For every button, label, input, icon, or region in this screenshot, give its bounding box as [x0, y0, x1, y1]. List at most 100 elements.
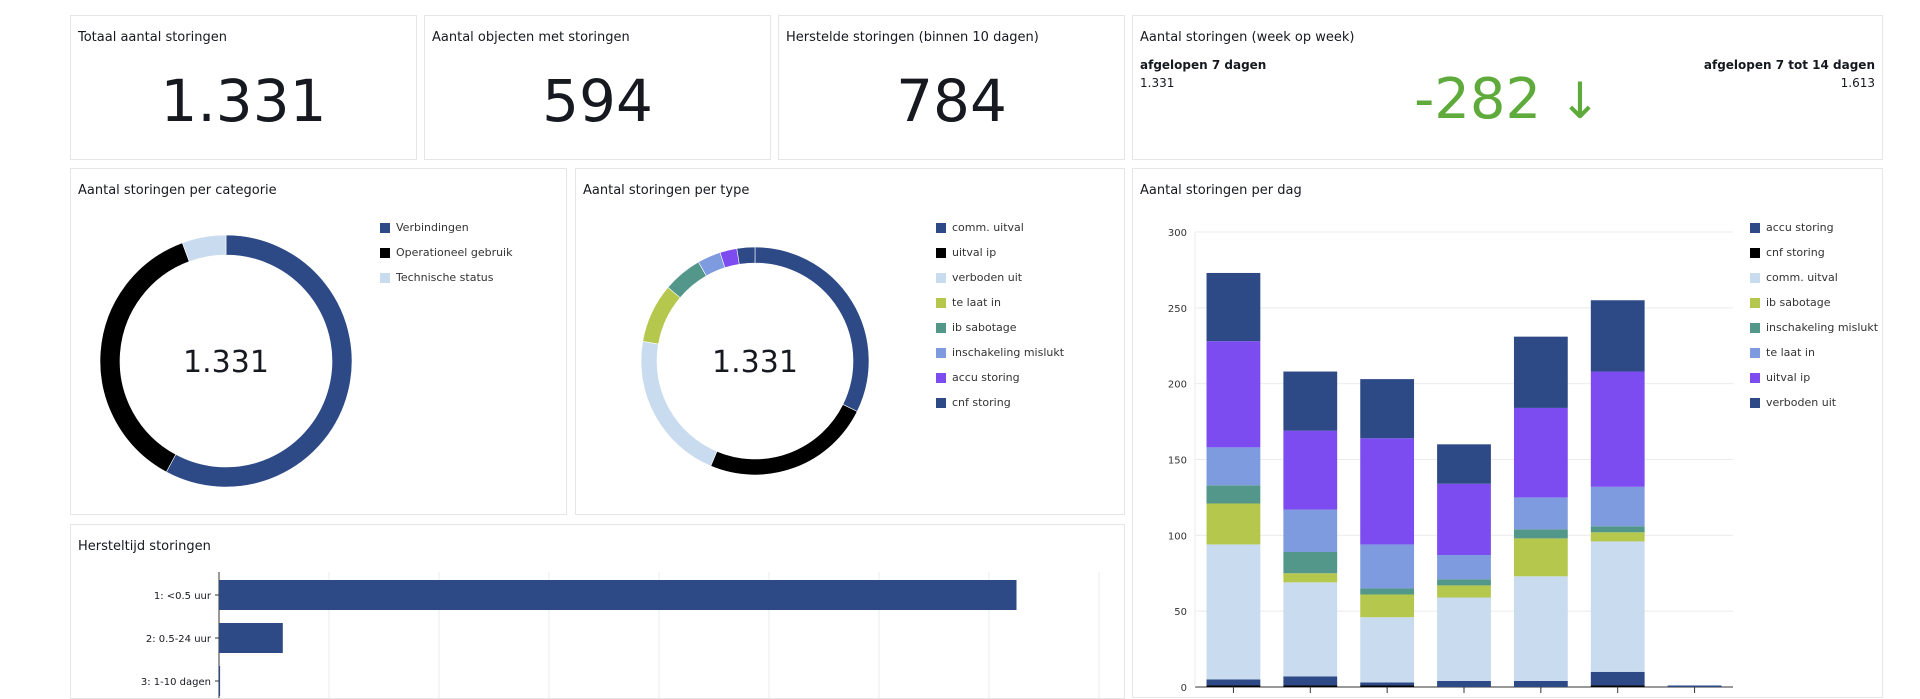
bar-segment[interactable] [1283, 573, 1338, 583]
legend-label: Verbindingen [396, 221, 469, 234]
legend-item[interactable]: cnf storing [1750, 240, 1878, 265]
bar-segment[interactable] [1590, 671, 1645, 686]
donut-slice[interactable] [667, 261, 707, 299]
bar-segment[interactable] [1206, 341, 1261, 448]
bar-segment[interactable] [1513, 336, 1568, 408]
chart-title: Aantal storingen per dag [1140, 183, 1302, 198]
bar-segment[interactable] [1513, 529, 1568, 539]
legend-item[interactable]: te laat in [1750, 340, 1878, 365]
y-tick-label: 50 [1174, 607, 1187, 618]
bar-segment[interactable] [1437, 680, 1491, 687]
legend-item[interactable]: ib sabotage [936, 315, 1064, 340]
bar-segment[interactable] [1590, 532, 1645, 542]
bar-segment[interactable] [1206, 679, 1261, 686]
bar-segment[interactable] [1360, 588, 1415, 595]
legend-label: verboden uit [1766, 396, 1837, 409]
legend-swatch [936, 247, 946, 258]
chart-title: Aantal storingen per categorie [78, 183, 277, 198]
bar-segment[interactable] [1283, 552, 1338, 574]
bar[interactable] [219, 623, 283, 653]
bar-segment[interactable] [1437, 555, 1491, 580]
bar-segment[interactable] [1283, 685, 1338, 687]
category-donut-card: Aantal storingen per categorie 1.331 Ver… [70, 168, 567, 515]
bar-segment[interactable] [1283, 509, 1338, 553]
legend-label: Technische status [396, 271, 494, 284]
bar-segment[interactable] [1590, 486, 1645, 527]
legend-item[interactable]: uitval ip [936, 240, 1064, 265]
legend-label: cnf storing [1766, 246, 1825, 259]
donut-slice[interactable] [99, 242, 190, 473]
legend-label: uitval ip [952, 246, 997, 259]
bar[interactable] [219, 580, 1017, 610]
bar-segment[interactable] [1206, 685, 1261, 687]
bar-segment[interactable] [1437, 483, 1491, 556]
legend-item[interactable]: verboden uit [936, 265, 1064, 290]
donut-slice[interactable] [181, 234, 227, 262]
bar-segment[interactable] [1206, 485, 1261, 504]
bar-segment[interactable] [1590, 685, 1645, 687]
bar-segment[interactable] [1590, 541, 1645, 672]
legend-item[interactable]: ib sabotage [1750, 290, 1878, 315]
legend-swatch [936, 222, 946, 233]
bar-segment[interactable] [1206, 272, 1261, 342]
bar-segment[interactable] [1283, 371, 1338, 431]
wow-title: Aantal storingen (week op week) [1140, 30, 1355, 45]
legend-item[interactable]: cnf storing [936, 390, 1064, 415]
legend-item[interactable]: comm. uitval [1750, 265, 1878, 290]
legend-item[interactable]: te laat in [936, 290, 1064, 315]
legend-swatch [1750, 347, 1760, 358]
bar-segment[interactable] [1360, 438, 1415, 545]
bar-segment[interactable] [1437, 579, 1491, 586]
bar-segment[interactable] [1283, 430, 1338, 510]
bar-segment[interactable] [1513, 407, 1568, 498]
bar-segment[interactable] [1437, 597, 1491, 681]
bar-segment[interactable] [1283, 676, 1338, 686]
bar-segment[interactable] [1513, 680, 1568, 687]
kpi-title: Aantal objecten met storingen [432, 30, 630, 45]
donut-slice[interactable] [736, 246, 756, 265]
legend-item[interactable]: accu storing [936, 365, 1064, 390]
bar-segment[interactable] [1360, 544, 1415, 589]
legend-swatch [1750, 397, 1760, 408]
bar-segment[interactable] [1283, 582, 1338, 677]
bar[interactable] [219, 666, 221, 696]
bar-segment[interactable] [1437, 444, 1491, 484]
legend-item[interactable]: verboden uit [1750, 390, 1878, 415]
kpi-value: 1.331 [160, 67, 327, 135]
bar-segment[interactable] [1360, 685, 1415, 687]
legend-swatch [380, 222, 390, 233]
donut-slice[interactable] [640, 340, 718, 467]
donut-slice[interactable] [642, 286, 681, 345]
bar-segment[interactable] [1206, 503, 1261, 545]
legend-label: accu storing [952, 371, 1020, 384]
bar-segment[interactable] [1360, 379, 1415, 439]
legend-item[interactable]: uitval ip [1750, 365, 1878, 390]
legend-swatch [380, 272, 390, 283]
kpi-card-total: Totaal aantal storingen 1.331 [70, 15, 417, 160]
legend-item[interactable]: Technische status [380, 265, 512, 290]
bar-segment[interactable] [1513, 538, 1568, 577]
bar-segment[interactable] [1360, 594, 1415, 618]
donut-slice[interactable] [710, 404, 858, 476]
legend-item[interactable]: inschakeling mislukt [936, 340, 1064, 365]
bar-segment[interactable] [1437, 585, 1491, 598]
y-tick-label: 0 [1181, 683, 1187, 694]
legend-item[interactable]: inschakeling mislukt [1750, 315, 1878, 340]
bar-segment[interactable] [1360, 617, 1415, 683]
legend-item[interactable]: accu storing [1750, 215, 1878, 240]
bar-segment[interactable] [1590, 371, 1645, 487]
legend-item[interactable]: Operationeel gebruik [380, 240, 512, 265]
legend-item[interactable]: comm. uitval [936, 215, 1064, 240]
bar-segment[interactable] [1667, 685, 1722, 687]
bar-segment[interactable] [1360, 682, 1415, 686]
bar-segment[interactable] [1513, 576, 1568, 681]
bar-segment[interactable] [1206, 544, 1261, 680]
bar-segment[interactable] [1206, 447, 1261, 486]
donut-slice[interactable] [754, 246, 870, 412]
bar-segment[interactable] [1590, 526, 1645, 533]
donut-slice[interactable] [165, 234, 353, 488]
legend-item[interactable]: Verbindingen [380, 215, 512, 240]
bar-segment[interactable] [1513, 497, 1568, 530]
kpi-value: 784 [896, 67, 1007, 135]
bar-segment[interactable] [1590, 300, 1645, 372]
